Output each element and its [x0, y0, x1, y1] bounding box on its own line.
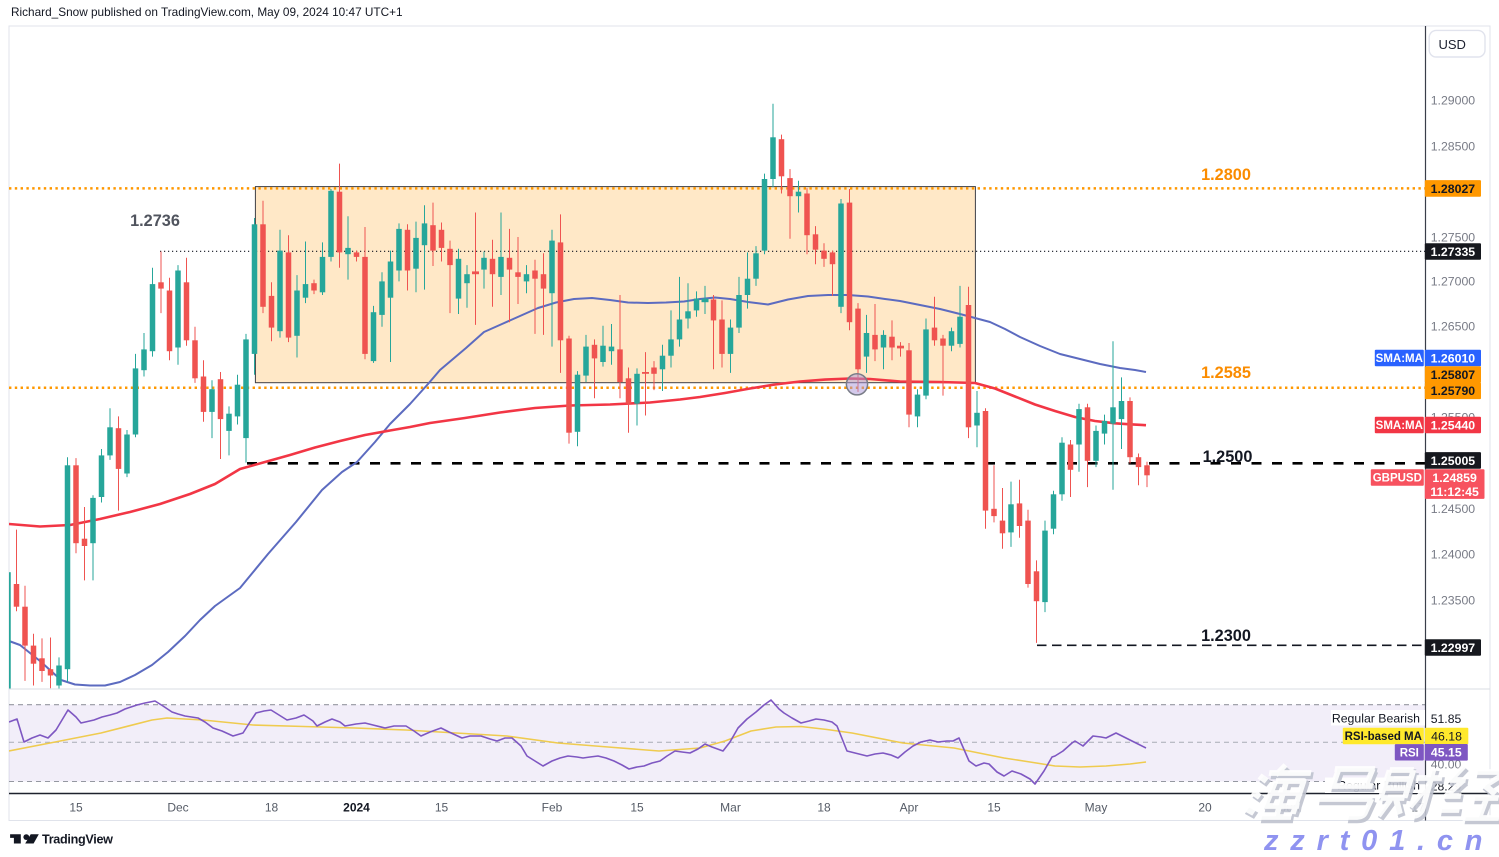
svg-text:15: 15: [987, 801, 1001, 815]
svg-text:GBPUSD: GBPUSD: [1373, 473, 1422, 485]
svg-text:18: 18: [265, 801, 279, 815]
svg-text:15: 15: [435, 801, 449, 815]
svg-text:Apr: Apr: [900, 801, 919, 815]
svg-text:1.27335: 1.27335: [1431, 245, 1476, 259]
svg-text:1.26500: 1.26500: [1431, 319, 1476, 333]
svg-text:1.23500: 1.23500: [1431, 593, 1476, 607]
svg-text:20: 20: [1198, 801, 1212, 815]
svg-text:1.25005: 1.25005: [1431, 454, 1476, 468]
svg-text:1.2800: 1.2800: [1201, 166, 1251, 184]
svg-text:Feb: Feb: [542, 801, 563, 815]
svg-text:2024: 2024: [343, 801, 370, 815]
svg-text:Mar: Mar: [720, 801, 741, 815]
svg-text:15: 15: [630, 801, 644, 815]
svg-text:RSI: RSI: [1400, 748, 1419, 760]
svg-text:1.25807: 1.25807: [1431, 368, 1476, 382]
svg-text:1.2300: 1.2300: [1201, 627, 1251, 645]
svg-text:46.18: 46.18: [1431, 729, 1462, 743]
svg-text:1.2585: 1.2585: [1201, 364, 1251, 382]
svg-text:1.24500: 1.24500: [1431, 502, 1476, 516]
svg-text:1.2736: 1.2736: [130, 212, 180, 230]
svg-text:51.85: 51.85: [1431, 712, 1462, 726]
svg-text:45.15: 45.15: [1431, 746, 1462, 760]
svg-text:1.29000: 1.29000: [1431, 93, 1476, 107]
svg-text:11:12:45: 11:12:45: [1430, 485, 1479, 499]
svg-text:1.27000: 1.27000: [1431, 274, 1476, 288]
svg-text:1.28027: 1.28027: [1431, 182, 1476, 196]
svg-text:RSI-based MA: RSI-based MA: [1345, 731, 1422, 743]
svg-text:Dec: Dec: [167, 801, 188, 815]
svg-text:1.24000: 1.24000: [1431, 547, 1476, 561]
svg-text:Regular Bearish: Regular Bearish: [1332, 712, 1420, 726]
svg-text:1.24859: 1.24859: [1432, 471, 1477, 485]
svg-text:40.00: 40.00: [1431, 758, 1462, 772]
svg-text:1.25440: 1.25440: [1431, 418, 1476, 432]
svg-text:TradingView: TradingView: [42, 832, 113, 846]
svg-text:15: 15: [69, 801, 83, 815]
svg-text:USD: USD: [1439, 37, 1466, 52]
svg-text:18: 18: [817, 801, 831, 815]
svg-text:1.26010: 1.26010: [1431, 351, 1476, 365]
svg-text:1.25790: 1.25790: [1431, 384, 1476, 398]
svg-text:1.27500: 1.27500: [1431, 230, 1476, 244]
svg-text:May: May: [1085, 801, 1108, 815]
svg-text:1.28500: 1.28500: [1431, 139, 1476, 153]
svg-text:SMA:MA: SMA:MA: [1376, 420, 1423, 432]
svg-text:SMA:MA: SMA:MA: [1376, 353, 1423, 365]
svg-text:1.2500: 1.2500: [1203, 448, 1253, 466]
svg-text:1.22997: 1.22997: [1431, 641, 1476, 655]
